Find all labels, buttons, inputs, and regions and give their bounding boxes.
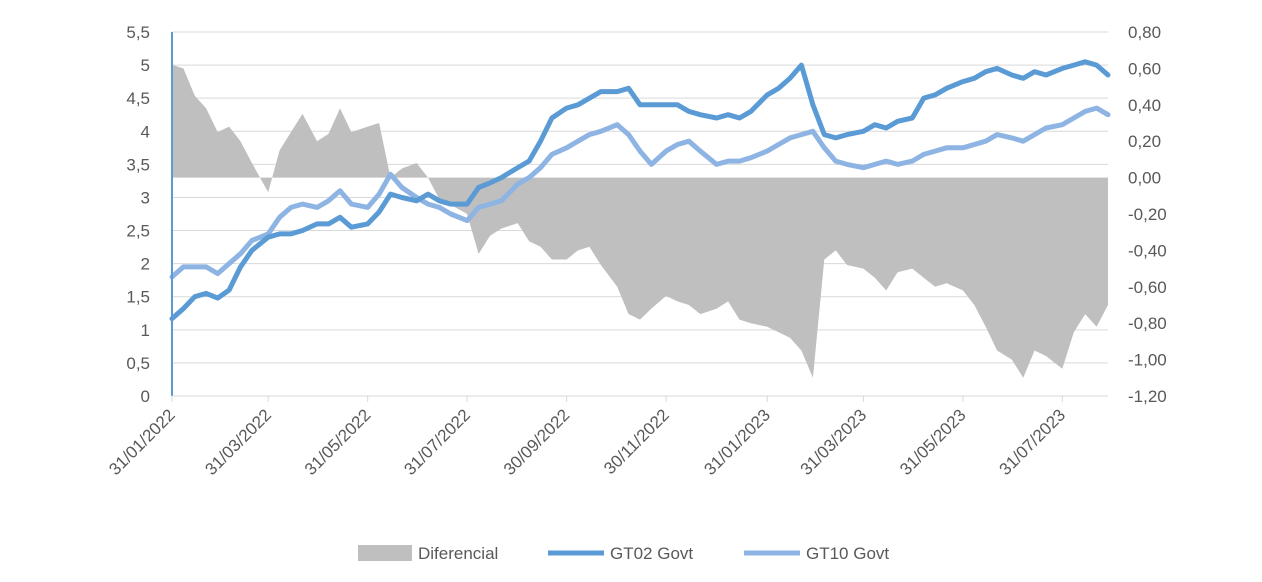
legend-swatch-diferencial (358, 545, 412, 561)
x-tick-label: 31/05/2022 (301, 405, 375, 479)
legend-label: Diferencial (418, 544, 498, 563)
y-right-tick-label: -0,40 (1128, 241, 1167, 260)
x-tick-label: 30/11/2022 (600, 405, 673, 478)
x-tick-label: 31/01/2023 (700, 405, 774, 479)
y-left-tick-label: 0,5 (126, 354, 150, 373)
y-left-tick-label: 4 (141, 122, 150, 141)
series-line-gt02-govt (169, 59, 1111, 322)
y-left-tick-label: 2,5 (126, 222, 150, 241)
y-left-tick-label: 5,5 (126, 23, 150, 42)
legend-label: GT02 Govt (610, 544, 693, 563)
y-left-tick-label: 3 (141, 188, 150, 207)
left-axis-ticks: 0 0,5 1 1,5 2 2,5 3 3,5 4 4,5 5 5,5 (126, 23, 150, 406)
y-left-tick-label: 1 (141, 321, 150, 340)
series-area-diferencial (172, 64, 1108, 378)
y-left-tick-label: 4,5 (126, 89, 150, 108)
x-tick-label: 31/05/2023 (896, 405, 970, 479)
y-right-tick-label: -0,20 (1128, 205, 1167, 224)
right-axis-ticks: -1,20 -1,00 -0,80 -0,60 -0,40 -0,20 0,00 0,20 0,… (1128, 23, 1167, 406)
y-left-tick-label: 3,5 (126, 155, 150, 174)
legend: Diferencial GT02 Govt GT10 Govt (358, 544, 889, 563)
y-right-tick-label: 0,20 (1128, 132, 1161, 151)
x-tick-label: 31/03/2022 (201, 405, 275, 479)
y-right-tick-label: -1,00 (1128, 351, 1167, 370)
y-right-tick-label: 0,80 (1128, 23, 1161, 42)
x-tick-label: 30/09/2022 (500, 405, 574, 479)
y-right-tick-label: 0,40 (1128, 96, 1161, 115)
y-left-tick-label: 5 (141, 56, 150, 75)
x-tick-label: 31/03/2023 (797, 405, 871, 479)
series-line-gt10-govt (169, 105, 1111, 280)
y-left-tick-label: 2 (141, 255, 150, 274)
y-right-tick-label: 0,00 (1128, 169, 1161, 188)
x-tick-label: 31/07/2023 (996, 405, 1070, 479)
x-axis-ticks: 31/01/2022 31/03/2022 31/05/2022 31/07/2022… (105, 395, 1108, 479)
y-right-tick-label: -0,60 (1128, 278, 1167, 297)
y-left-tick-label: 1,5 (126, 288, 150, 307)
legend-label: GT10 Govt (806, 544, 889, 563)
y-left-tick-label: 0 (141, 387, 150, 406)
x-tick-label: 31/07/2022 (400, 405, 474, 479)
x-tick-label: 31/01/2022 (105, 405, 179, 479)
y-right-tick-label: 0,60 (1128, 59, 1161, 78)
yield-lines-layer (169, 59, 1111, 322)
y-right-tick-label: -1,20 (1128, 387, 1167, 406)
diferencial-area-layer (172, 64, 1108, 378)
y-right-tick-label: -0,80 (1128, 314, 1167, 333)
